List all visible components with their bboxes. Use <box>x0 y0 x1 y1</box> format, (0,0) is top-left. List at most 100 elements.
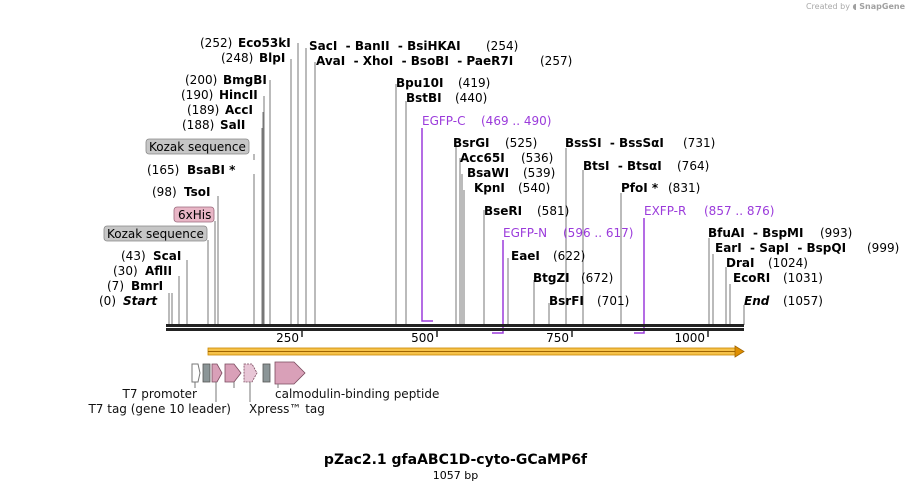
primer-bracket-egfp-c <box>421 128 433 322</box>
cut-site-labels: (252) Eco53kI (248) BlpI (200) BmgBI (19… <box>99 36 899 308</box>
site-pos-end: (1057) <box>783 294 823 308</box>
site-name-eco53ki: Eco53kI <box>238 36 291 50</box>
site-name-acc65i: Acc65I <box>460 151 505 165</box>
site-pos-btsi: (764) <box>677 159 709 173</box>
feature-box-kozak-1-label: Kozak sequence <box>149 140 246 154</box>
site-name-drai: DraI <box>726 256 754 270</box>
site-pos-hincii: (190) <box>181 88 213 102</box>
site-pos-tsoi: (98) <box>152 185 177 199</box>
ruler: 250 500 750 1000 <box>276 331 709 345</box>
feature-glyphs <box>191 361 306 402</box>
site-pos-acci: (189) <box>187 103 219 117</box>
feature-box-kozak-1: Kozak sequence <box>145 138 250 155</box>
feature-label-t7-promoter: T7 promoter <box>122 387 198 401</box>
ruler-label-1000: 1000 <box>674 331 705 345</box>
site-name-ecori: EcoRI <box>733 271 770 285</box>
feature-label-calmodulin: calmodulin-binding peptide <box>275 387 439 401</box>
feature-box-kozak-2-bg <box>103 225 208 242</box>
feature-box-kozak-2: Kozak sequence <box>103 225 208 242</box>
feature-box-six-his-bg <box>173 206 215 223</box>
site-pos-kpni: (540) <box>518 181 550 195</box>
site-name-eari: EarI - SapI - BspQI <box>715 241 846 255</box>
site-pos-bfuai: (993) <box>820 226 852 240</box>
ruler-label-500: 500 <box>411 331 434 345</box>
ruler-label-250: 250 <box>276 331 299 345</box>
site-pos-bsabi: (165) <box>147 163 179 177</box>
site-name-bmgbi: BmgBI <box>223 73 267 87</box>
site-pos-bpu10i: (419) <box>458 76 490 90</box>
site-pos-btgzi: (672) <box>581 271 613 285</box>
site-name-bfuai: BfuAI - BspMI <box>708 226 803 240</box>
site-name-saci: SacI - BanII - BsiHKAI <box>309 39 461 53</box>
site-name-bpu10i: Bpu10I <box>396 76 443 90</box>
map-length: 1057 bp <box>432 469 479 482</box>
calmodulin-arrow <box>274 361 306 385</box>
site-pos-saci: (254) <box>486 39 518 53</box>
site-name-kpni: KpnI <box>474 181 505 195</box>
site-pos-start: (0) <box>99 294 116 308</box>
site-name-btsi: BtsI - BtsαI <box>583 159 662 173</box>
site-pos-bmgbi: (200) <box>185 73 217 87</box>
his-tag-arrow <box>224 363 242 383</box>
site-name-bseri: BseRI <box>484 204 522 218</box>
site-pos-bmri: (7) <box>107 279 124 293</box>
site-name-eaei: EaeI <box>511 249 540 263</box>
ruler-label-750: 750 <box>546 331 569 345</box>
site-name-acci: AccI <box>225 103 253 117</box>
site-pos-avai: (257) <box>540 54 572 68</box>
site-name-bstbi: BstBI <box>406 91 442 105</box>
site-name-bsrgi: BsrGI <box>453 136 490 150</box>
backbone-bottom-strand <box>166 328 744 331</box>
xpress-tag-arrow <box>243 363 258 383</box>
primer-range-egfp-c: (469 .. 490) <box>481 114 551 128</box>
credit-brand: SnapGene <box>859 2 905 11</box>
credit-prefix: Created by <box>805 2 850 11</box>
site-pos-eco53ki: (252) <box>200 36 232 50</box>
snapgene-credit: Created by ◖ SnapGene <box>806 2 905 11</box>
site-pos-scai: (43) <box>121 249 146 263</box>
site-name-bsawi: BsaWI <box>467 166 509 180</box>
feature-box-kozak-1-bg <box>145 138 250 155</box>
kozak-glyph-2 <box>262 363 271 383</box>
site-name-avai: AvaI - XhoI - BsoBI - PaeR7I <box>316 54 513 68</box>
feature-box-six-his-label: 6xHis <box>178 208 211 222</box>
site-name-btgzi: BtgZI <box>533 271 570 285</box>
map-title-block: pZac2.1 gfaABC1D-cyto-GCaMP6f 1057 bp <box>0 452 911 482</box>
site-pos-ecori: (1031) <box>783 271 823 285</box>
site-name-sali: SalI <box>220 118 245 132</box>
site-pos-blpi: (248) <box>221 51 253 65</box>
primer-name-egfp-c: EGFP-C <box>422 114 465 128</box>
site-name-bsrfi: BsrFI <box>549 294 584 308</box>
site-name-aflii: AflII <box>145 264 172 278</box>
map-title: pZac2.1 gfaABC1D-cyto-GCaMP6f <box>323 452 588 468</box>
site-pos-bseri: (581) <box>537 204 569 218</box>
feature-box-kozak-2-label: Kozak sequence <box>107 227 204 241</box>
site-pos-bstbi: (440) <box>455 91 487 105</box>
site-pos-bsrgi: (525) <box>505 136 537 150</box>
site-pos-bsawi: (539) <box>523 166 555 180</box>
t7-promoter-arrow <box>191 363 201 383</box>
primer-bracket-egfp-n <box>492 240 504 334</box>
primer-name-exfp-r: EXFP-R <box>644 204 686 218</box>
site-pos-aflii: (30) <box>113 264 138 278</box>
site-pos-eaei: (622) <box>553 249 585 263</box>
site-name-tsoi: TsoI <box>184 185 210 199</box>
site-name-bsabi: BsaBI * <box>187 163 236 177</box>
primer-range-exfp-r: (857 .. 876) <box>704 204 774 218</box>
snapgene-logo: ◖ <box>852 2 857 11</box>
site-leader-lines <box>168 43 745 325</box>
primer-bracket-exfp-r <box>634 218 645 334</box>
site-pos-pfoi: (831) <box>668 181 700 195</box>
site-pos-acc65i: (536) <box>521 151 553 165</box>
site-name-pfoi: PfoI * <box>621 181 659 195</box>
primer-brackets <box>421 128 645 334</box>
site-pos-sali: (188) <box>182 118 214 132</box>
site-name-bmri: BmrI <box>131 279 163 293</box>
site-name-blpi: BlpI <box>259 51 285 65</box>
site-pos-eari: (999) <box>867 241 899 255</box>
t7-tag-arrow <box>211 363 223 383</box>
orf-arrowhead <box>734 345 745 358</box>
site-name-bsssi: BssSI - BssSαI <box>565 136 664 150</box>
backbone <box>166 324 744 331</box>
